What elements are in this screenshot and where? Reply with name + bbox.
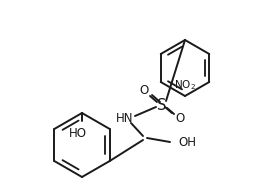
Text: HO: HO — [69, 127, 87, 140]
Text: O: O — [175, 113, 185, 126]
Text: HN: HN — [116, 112, 134, 125]
Text: NO$_2$: NO$_2$ — [174, 78, 196, 92]
Text: OH: OH — [178, 135, 196, 148]
Text: S: S — [157, 98, 167, 113]
Text: O: O — [139, 85, 149, 98]
